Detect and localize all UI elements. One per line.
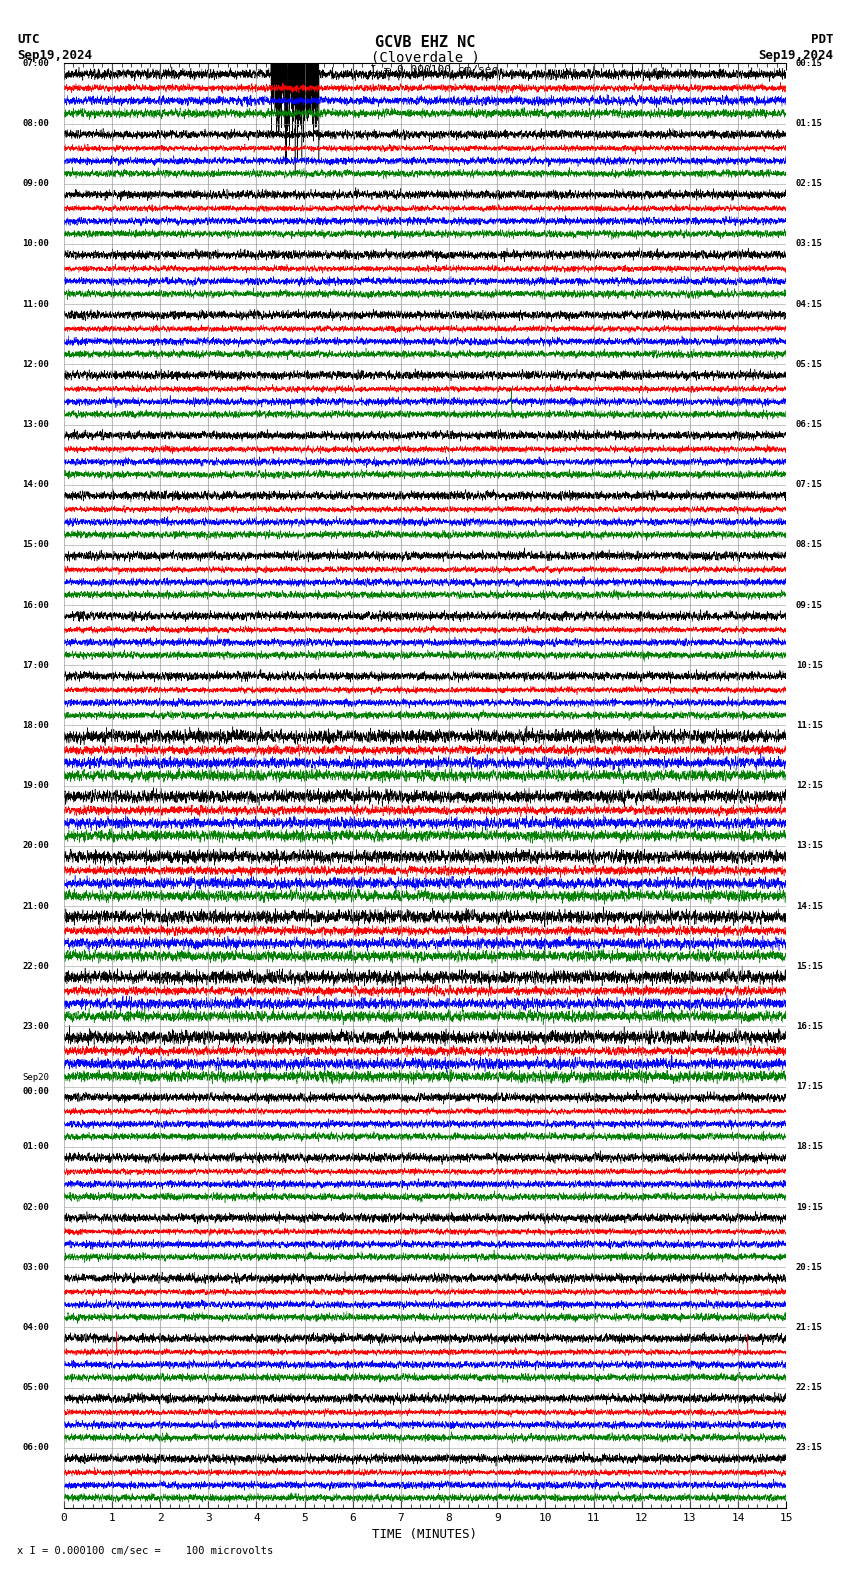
- Text: PDT: PDT: [811, 33, 833, 46]
- Text: 05:15: 05:15: [796, 360, 823, 369]
- Text: 13:00: 13:00: [22, 420, 49, 429]
- Text: 07:00: 07:00: [22, 59, 49, 68]
- Text: 00:15: 00:15: [796, 59, 823, 68]
- Text: 04:00: 04:00: [22, 1323, 49, 1332]
- Text: 17:15: 17:15: [796, 1082, 823, 1091]
- Text: 08:00: 08:00: [22, 119, 49, 128]
- Text: UTC: UTC: [17, 33, 39, 46]
- Text: 18:00: 18:00: [22, 721, 49, 730]
- Text: 02:15: 02:15: [796, 179, 823, 188]
- Text: 14:00: 14:00: [22, 480, 49, 489]
- Text: 15:00: 15:00: [22, 540, 49, 550]
- Text: Sep19,2024: Sep19,2024: [17, 49, 92, 62]
- Text: 03:15: 03:15: [796, 239, 823, 249]
- Text: 15:15: 15:15: [796, 961, 823, 971]
- Text: 10:00: 10:00: [22, 239, 49, 249]
- Text: 23:00: 23:00: [22, 1022, 49, 1031]
- X-axis label: TIME (MINUTES): TIME (MINUTES): [372, 1529, 478, 1541]
- Text: x I = 0.000100 cm/sec =    100 microvolts: x I = 0.000100 cm/sec = 100 microvolts: [17, 1546, 273, 1555]
- Text: 05:00: 05:00: [22, 1383, 49, 1392]
- Text: 22:00: 22:00: [22, 961, 49, 971]
- Text: Sep20: Sep20: [22, 1072, 49, 1082]
- Text: 00:00: 00:00: [22, 1087, 49, 1096]
- Text: GCVB EHZ NC: GCVB EHZ NC: [375, 35, 475, 49]
- Text: 04:15: 04:15: [796, 299, 823, 309]
- Text: Sep19,2024: Sep19,2024: [758, 49, 833, 62]
- Text: I = 0.000100 cm/sec: I = 0.000100 cm/sec: [370, 65, 498, 74]
- Text: 06:15: 06:15: [796, 420, 823, 429]
- Text: 12:00: 12:00: [22, 360, 49, 369]
- Text: 21:15: 21:15: [796, 1323, 823, 1332]
- Text: 20:15: 20:15: [796, 1262, 823, 1272]
- Text: 11:15: 11:15: [796, 721, 823, 730]
- Text: (Cloverdale ): (Cloverdale ): [371, 51, 479, 65]
- Text: 17:00: 17:00: [22, 661, 49, 670]
- Text: 08:15: 08:15: [796, 540, 823, 550]
- Text: 22:15: 22:15: [796, 1383, 823, 1392]
- Text: 19:00: 19:00: [22, 781, 49, 790]
- Text: 06:00: 06:00: [22, 1443, 49, 1453]
- Text: 07:15: 07:15: [796, 480, 823, 489]
- Text: 18:15: 18:15: [796, 1142, 823, 1152]
- Text: 23:15: 23:15: [796, 1443, 823, 1453]
- Text: 03:00: 03:00: [22, 1262, 49, 1272]
- Text: 01:15: 01:15: [796, 119, 823, 128]
- Text: 21:00: 21:00: [22, 901, 49, 911]
- Text: 09:15: 09:15: [796, 600, 823, 610]
- Text: 19:15: 19:15: [796, 1202, 823, 1212]
- Text: 16:15: 16:15: [796, 1022, 823, 1031]
- Text: 14:15: 14:15: [796, 901, 823, 911]
- Text: 09:00: 09:00: [22, 179, 49, 188]
- Text: 12:15: 12:15: [796, 781, 823, 790]
- Text: 13:15: 13:15: [796, 841, 823, 851]
- Text: 16:00: 16:00: [22, 600, 49, 610]
- Text: 02:00: 02:00: [22, 1202, 49, 1212]
- Text: 11:00: 11:00: [22, 299, 49, 309]
- Text: 10:15: 10:15: [796, 661, 823, 670]
- Text: 20:00: 20:00: [22, 841, 49, 851]
- Text: 01:00: 01:00: [22, 1142, 49, 1152]
